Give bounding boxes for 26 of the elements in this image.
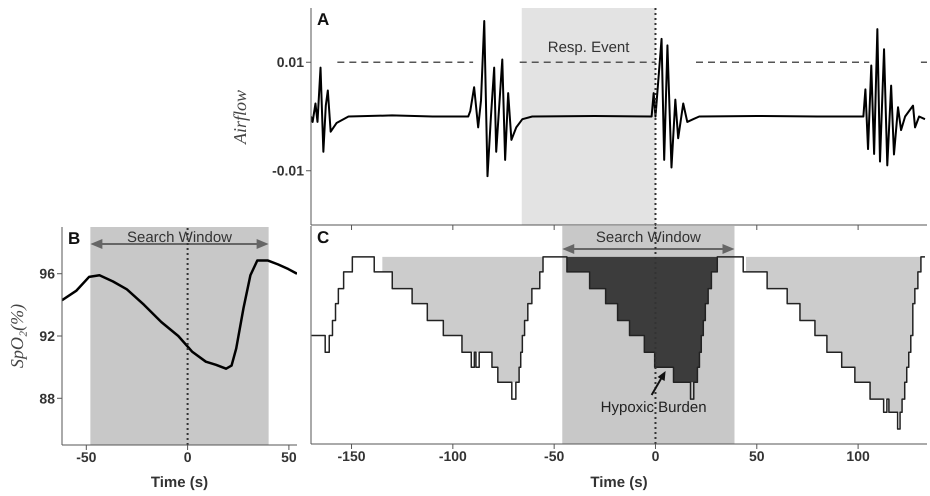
x-tick-label: -50 [76,448,97,465]
x-axis-title: Time (s) [150,474,208,491]
y-tick-label: 88 [39,390,56,406]
y-tick-label: 96 [39,266,56,282]
x-tick-label: -150 [338,448,366,464]
x-tick-label: -100 [438,448,468,464]
x-axis-title: Time (s) [590,474,648,491]
y-axis-title: SpO₂(%) [6,302,28,370]
y-tick-label: 0.01 [276,54,304,70]
band-label: Search Window [596,229,702,246]
annotation: Hypoxic Burden [600,399,707,416]
chart-title: C [317,228,330,248]
line-series [62,259,297,370]
x-tick-label: 100 [846,448,870,464]
band-label: Search Window [126,229,232,246]
chart-title: B [68,229,80,249]
band-label: Resp. Event [548,39,630,56]
y-tick-label: 92 [39,328,56,344]
x-tick-label: 50 [749,448,765,464]
chart-title: A [317,10,330,30]
y-axis-title: Airflow [229,89,251,147]
x-tick-label: -50 [544,448,564,464]
y-tick-label: -0.01 [272,162,304,179]
x-tick-label: 0 [184,448,192,465]
x-tick-label: 50 [281,448,297,465]
x-tick-label: 0 [652,448,660,464]
